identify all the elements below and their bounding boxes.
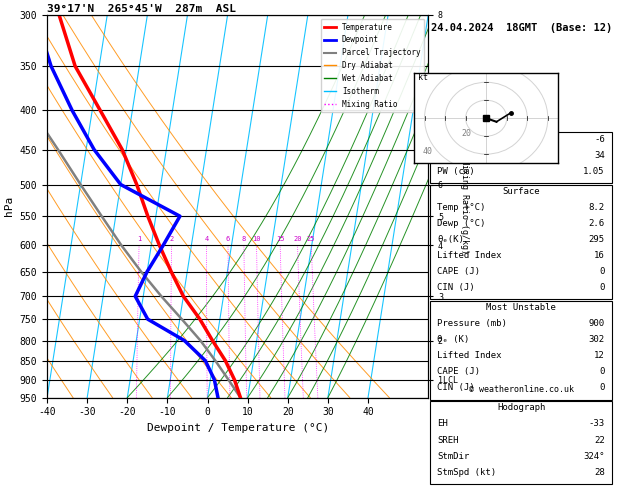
Text: kt: kt (418, 73, 428, 83)
Text: Lifted Index: Lifted Index (438, 251, 502, 260)
Text: 39°17'N  265°45'W  287m  ASL: 39°17'N 265°45'W 287m ASL (47, 4, 236, 14)
Text: 15: 15 (276, 237, 284, 243)
Text: SREH: SREH (438, 435, 459, 445)
X-axis label: Dewpoint / Temperature (°C): Dewpoint / Temperature (°C) (147, 423, 329, 433)
Text: 6: 6 (226, 237, 230, 243)
Bar (430, 185, 612, 299)
Text: 25: 25 (307, 237, 315, 243)
Text: CIN (J): CIN (J) (438, 283, 475, 292)
Text: Dewp (°C): Dewp (°C) (438, 219, 486, 228)
Text: Lifted Index: Lifted Index (438, 351, 502, 360)
Text: Surface: Surface (503, 187, 540, 196)
Text: 1.05: 1.05 (583, 167, 605, 176)
Text: 24.04.2024  18GMT  (Base: 12): 24.04.2024 18GMT (Base: 12) (430, 22, 612, 33)
Text: 1: 1 (137, 237, 142, 243)
Text: 20: 20 (293, 237, 301, 243)
Text: K: K (438, 135, 443, 144)
Legend: Temperature, Dewpoint, Parcel Trajectory, Dry Adiabat, Wet Adiabat, Isotherm, Mi: Temperature, Dewpoint, Parcel Trajectory… (321, 19, 425, 112)
Text: θₑ(K): θₑ(K) (438, 235, 464, 244)
Text: 2.6: 2.6 (589, 219, 605, 228)
Text: 0: 0 (599, 283, 605, 292)
Text: 22: 22 (594, 435, 605, 445)
Text: StmSpd (kt): StmSpd (kt) (438, 468, 497, 477)
Text: 0: 0 (599, 383, 605, 393)
Bar (430, 301, 612, 399)
Text: Hodograph: Hodograph (497, 403, 545, 413)
Y-axis label: hPa: hPa (4, 196, 14, 216)
Y-axis label: Mixing Ratio (g/kg): Mixing Ratio (g/kg) (460, 159, 469, 254)
Text: Temp (°C): Temp (°C) (438, 203, 486, 212)
Text: 16: 16 (594, 251, 605, 260)
Text: θₑ (K): θₑ (K) (438, 335, 470, 344)
Text: CAPE (J): CAPE (J) (438, 267, 481, 276)
Text: CIN (J): CIN (J) (438, 383, 475, 393)
Text: © weatheronline.co.uk: © weatheronline.co.uk (469, 385, 574, 394)
Text: 28: 28 (594, 468, 605, 477)
Text: 302: 302 (589, 335, 605, 344)
Text: -6: -6 (594, 135, 605, 144)
Bar (430, 132, 612, 183)
Text: Totals Totals: Totals Totals (438, 151, 508, 160)
Text: 900: 900 (589, 319, 605, 328)
Text: StmDir: StmDir (438, 451, 470, 461)
Text: Pressure (mb): Pressure (mb) (438, 319, 508, 328)
Text: PW (cm): PW (cm) (438, 167, 475, 176)
Text: 324°: 324° (583, 451, 605, 461)
Text: 12: 12 (594, 351, 605, 360)
Text: 4: 4 (204, 237, 209, 243)
Text: 10: 10 (252, 237, 260, 243)
Text: 40: 40 (423, 147, 433, 156)
Text: 8.2: 8.2 (589, 203, 605, 212)
Text: 8: 8 (242, 237, 246, 243)
Text: CAPE (J): CAPE (J) (438, 367, 481, 376)
Text: -33: -33 (589, 419, 605, 429)
Text: 34: 34 (594, 151, 605, 160)
Bar (430, 401, 612, 484)
Text: EH: EH (438, 419, 448, 429)
Text: 295: 295 (589, 235, 605, 244)
Text: 20: 20 (462, 129, 472, 138)
Text: Most Unstable: Most Unstable (486, 303, 556, 312)
Text: 0: 0 (599, 367, 605, 376)
Text: 2: 2 (169, 237, 174, 243)
Text: 0: 0 (599, 267, 605, 276)
